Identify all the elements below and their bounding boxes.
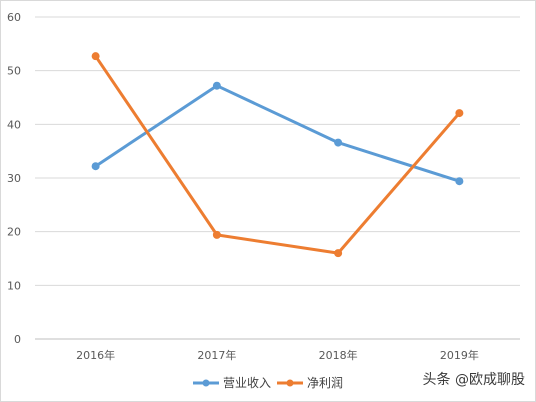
series-2-point [455,109,464,118]
series-1-point [455,177,464,186]
legend-swatch-marker [202,379,210,387]
y-tick-label: 30 [7,172,21,185]
x-tick-label: 2018年 [319,348,358,362]
y-tick-label: 40 [7,118,21,131]
watermark-text: 头条 @欧成聊股 [422,372,525,388]
legend-label: 净利润 [307,376,343,390]
series-2-point [91,52,100,61]
x-tick-label: 2016年 [76,348,115,362]
series-line-1 [94,84,461,183]
x-tick-label: 2019年 [440,348,479,362]
y-tick-label: 0 [14,333,21,346]
series-line-2 [94,54,461,255]
legend-label: 营业收入 [223,376,271,390]
series-1-point [91,162,100,171]
y-tick-label: 50 [7,65,21,78]
x-tick-label: 2017年 [197,348,236,362]
series-2-point [212,230,221,239]
y-tick-label: 60 [7,11,21,24]
series-2-point [334,249,343,258]
y-tick-label: 20 [7,226,21,239]
series-1-point [212,81,221,90]
y-tick-label: 10 [7,279,21,292]
series-1-point [334,138,343,147]
legend-swatch-marker [286,379,294,387]
